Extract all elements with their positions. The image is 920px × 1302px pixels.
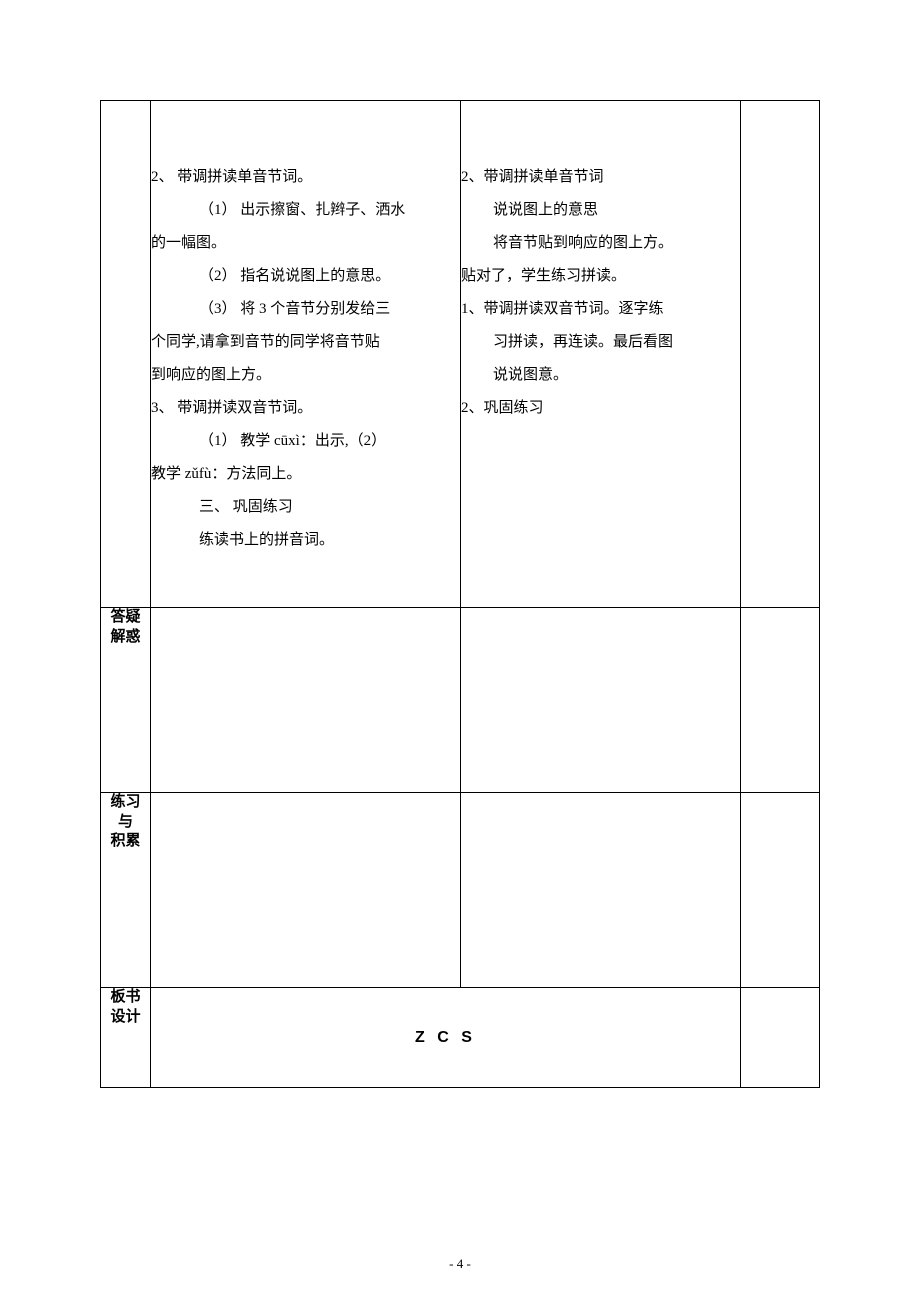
table-row-main: 2、 带调拼读单音节词。 （1） 出示擦窗、扎辫子、洒水 的一幅图。 （2） 指…	[101, 101, 820, 608]
line: （1） 教学 cūxì：出示,（2）	[151, 425, 460, 458]
row4-label: 板书 设计	[101, 988, 151, 1088]
row3-content-left	[151, 793, 461, 988]
row2-content-left	[151, 608, 461, 793]
row3-content-notes	[741, 793, 820, 988]
line: （2） 指名说说图上的意思。	[151, 260, 460, 293]
line: 3、 带调拼读双音节词。	[151, 392, 460, 425]
table-row-board: 板书 设计 Z C S	[101, 988, 820, 1088]
line: （1） 出示擦窗、扎辫子、洒水	[151, 194, 460, 227]
row1-content-left: 2、 带调拼读单音节词。 （1） 出示擦窗、扎辫子、洒水 的一幅图。 （2） 指…	[151, 101, 461, 608]
line: 习拼读，再连读。最后看图	[461, 326, 740, 359]
line: 三、 巩固练习	[151, 491, 460, 524]
line: 练读书上的拼音词。	[151, 524, 460, 557]
line: 个同学,请拿到音节的同学将音节贴	[151, 326, 460, 359]
row2-label: 答疑 解惑	[101, 608, 151, 793]
line: （3） 将 3 个音节分别发给三	[151, 293, 460, 326]
label-text: 练习	[101, 793, 150, 813]
row1-content-notes	[741, 101, 820, 608]
row2-content-right	[461, 608, 741, 793]
row1-content-right: 2、带调拼读单音节词 说说图上的意思 将音节贴到响应的图上方。 贴对了，学生练习…	[461, 101, 741, 608]
row2-content-notes	[741, 608, 820, 793]
row3-label: 练习 与 积累	[101, 793, 151, 988]
label-text: 积累	[101, 832, 150, 852]
line: 将音节贴到响应的图上方。	[461, 227, 740, 260]
line: 说说图意。	[461, 359, 740, 392]
label-text: 设计	[101, 1008, 150, 1028]
line: 2、巩固练习	[461, 392, 740, 425]
row1-label	[101, 101, 151, 608]
line: 2、 带调拼读单音节词。	[151, 161, 460, 194]
table-row-qa: 答疑 解惑	[101, 608, 820, 793]
line: 到响应的图上方。	[151, 359, 460, 392]
table-row-practice: 练习 与 积累	[101, 793, 820, 988]
lesson-plan-table: 2、 带调拼读单音节词。 （1） 出示擦窗、扎辫子、洒水 的一幅图。 （2） 指…	[100, 100, 820, 1088]
line: 教学 zǔfù：方法同上。	[151, 458, 460, 491]
label-text: 答疑	[101, 608, 150, 628]
line: 2、带调拼读单音节词	[461, 161, 740, 194]
line: 贴对了，学生练习拼读。	[461, 260, 740, 293]
line: 的一幅图。	[151, 227, 460, 260]
page-number: - 4 -	[0, 1256, 920, 1272]
label-text: 解惑	[101, 628, 150, 648]
row4-content-notes	[741, 988, 820, 1088]
label-text: 板书	[101, 988, 150, 1008]
row4-content: Z C S	[151, 988, 741, 1088]
label-text: 与	[101, 813, 150, 833]
line: 说说图上的意思	[461, 194, 740, 227]
line: 1、带调拼读双音节词。逐字练	[461, 293, 740, 326]
row3-content-right	[461, 793, 741, 988]
